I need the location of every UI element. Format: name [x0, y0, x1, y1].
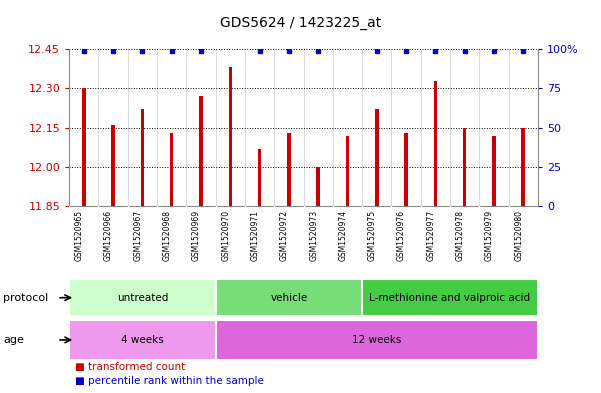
Bar [216, 320, 538, 360]
Text: 12 weeks: 12 weeks [352, 335, 401, 345]
Bar [316, 167, 320, 206]
Text: GSM1520966: GSM1520966 [104, 210, 113, 261]
Text: GSM1520965: GSM1520965 [75, 210, 84, 261]
Bar [170, 133, 174, 206]
Bar [375, 109, 379, 206]
Text: GSM1520972: GSM1520972 [280, 210, 289, 261]
Text: GSM1520968: GSM1520968 [163, 210, 172, 261]
Text: L-methionine and valproic acid: L-methionine and valproic acid [370, 293, 531, 303]
Bar [346, 136, 349, 206]
Bar [199, 96, 203, 206]
Text: GSM1520970: GSM1520970 [221, 210, 230, 261]
Text: GSM1520967: GSM1520967 [133, 210, 142, 261]
Bar [287, 133, 291, 206]
Text: untreated: untreated [117, 293, 168, 303]
Text: GSM1520980: GSM1520980 [514, 210, 523, 261]
Text: GSM1520969: GSM1520969 [192, 210, 201, 261]
Bar [362, 279, 538, 316]
Text: vehicle: vehicle [270, 293, 308, 303]
Bar [111, 125, 115, 206]
Bar [216, 279, 362, 316]
Bar [433, 81, 437, 206]
Text: ■ percentile rank within the sample: ■ percentile rank within the sample [75, 376, 264, 386]
Text: GSM1520976: GSM1520976 [397, 210, 406, 261]
Text: GSM1520978: GSM1520978 [456, 210, 465, 261]
Text: GSM1520975: GSM1520975 [368, 210, 377, 261]
Bar [492, 136, 496, 206]
Bar [522, 128, 525, 206]
Text: GSM1520973: GSM1520973 [309, 210, 318, 261]
Bar [141, 109, 144, 206]
Text: age: age [3, 335, 24, 345]
Text: GSM1520974: GSM1520974 [338, 210, 347, 261]
Bar [69, 320, 216, 360]
Bar [69, 279, 216, 316]
Text: 4 weeks: 4 weeks [121, 335, 163, 345]
Bar [258, 149, 261, 206]
Text: ■ transformed count: ■ transformed count [75, 362, 185, 373]
Text: GSM1520977: GSM1520977 [426, 210, 435, 261]
Text: GSM1520971: GSM1520971 [251, 210, 260, 261]
Bar [463, 128, 466, 206]
Bar [228, 68, 232, 206]
Text: protocol: protocol [3, 293, 48, 303]
Text: GDS5624 / 1423225_at: GDS5624 / 1423225_at [220, 16, 381, 30]
Text: GSM1520979: GSM1520979 [485, 210, 494, 261]
Bar [404, 133, 408, 206]
Bar [82, 88, 85, 206]
